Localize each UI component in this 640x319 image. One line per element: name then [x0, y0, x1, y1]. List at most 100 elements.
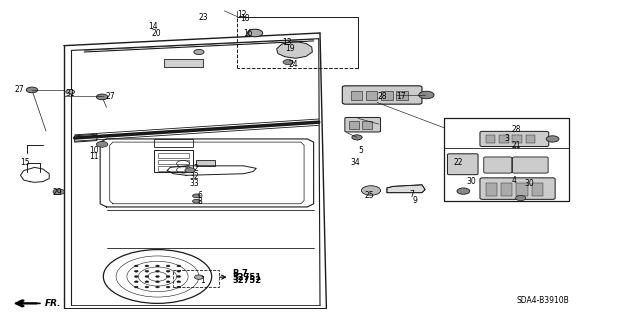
Circle shape [156, 265, 159, 267]
Text: 2: 2 [194, 165, 198, 174]
Bar [154, 150, 193, 172]
Text: B-7: B-7 [232, 270, 248, 278]
Circle shape [457, 188, 470, 194]
Bar [501, 182, 513, 196]
Bar [381, 91, 393, 100]
Bar [486, 135, 495, 143]
Circle shape [145, 286, 148, 288]
Circle shape [166, 270, 170, 272]
Bar [173, 270, 220, 286]
Text: 5: 5 [358, 145, 363, 154]
Polygon shape [276, 42, 312, 58]
Circle shape [546, 136, 559, 142]
Polygon shape [387, 185, 425, 193]
Text: 10: 10 [90, 145, 99, 154]
Text: 25: 25 [365, 191, 374, 200]
Text: 7: 7 [409, 190, 414, 199]
Circle shape [419, 91, 434, 99]
Text: 30: 30 [524, 179, 534, 188]
Bar [362, 121, 372, 130]
Text: 32751: 32751 [232, 273, 261, 282]
Text: 30: 30 [467, 177, 476, 186]
Text: 20: 20 [151, 28, 161, 38]
Bar [157, 153, 189, 158]
Text: FR.: FR. [45, 299, 61, 308]
Text: 8: 8 [198, 197, 202, 206]
Text: 4: 4 [511, 175, 516, 185]
Bar [526, 135, 536, 143]
Text: 23: 23 [199, 13, 209, 22]
Text: 13: 13 [282, 38, 291, 47]
Bar [513, 135, 522, 143]
Circle shape [166, 265, 170, 267]
Circle shape [53, 189, 65, 195]
FancyBboxPatch shape [513, 157, 548, 173]
Circle shape [97, 141, 108, 147]
Bar [157, 166, 189, 171]
Circle shape [156, 276, 159, 278]
Bar [196, 160, 216, 167]
Bar [396, 91, 408, 100]
Text: 24: 24 [288, 60, 298, 69]
Circle shape [134, 281, 138, 283]
FancyBboxPatch shape [480, 178, 555, 199]
Circle shape [97, 94, 108, 100]
Text: 12: 12 [237, 10, 246, 19]
Circle shape [194, 49, 204, 55]
Circle shape [193, 194, 200, 198]
Circle shape [166, 276, 170, 278]
Bar [444, 118, 568, 201]
Text: 1: 1 [200, 276, 205, 285]
Circle shape [362, 186, 381, 195]
Circle shape [352, 135, 362, 140]
Circle shape [166, 286, 170, 288]
Text: 28: 28 [511, 125, 521, 134]
Circle shape [66, 90, 75, 94]
Text: 19: 19 [285, 44, 294, 53]
Text: 32: 32 [189, 172, 199, 182]
Text: 6: 6 [198, 191, 202, 200]
Circle shape [134, 276, 138, 278]
Circle shape [177, 265, 180, 267]
Text: 9: 9 [412, 196, 417, 205]
FancyBboxPatch shape [447, 154, 478, 175]
Circle shape [195, 275, 204, 279]
Circle shape [134, 270, 138, 272]
FancyBboxPatch shape [480, 131, 548, 146]
Bar [532, 182, 543, 196]
Circle shape [177, 286, 180, 288]
Text: 21: 21 [511, 141, 521, 150]
Text: 15: 15 [20, 158, 30, 167]
Text: 34: 34 [350, 158, 360, 167]
Text: 31: 31 [65, 89, 75, 98]
Circle shape [516, 196, 526, 201]
Circle shape [145, 265, 148, 267]
Circle shape [283, 60, 293, 65]
Text: 16: 16 [244, 28, 253, 38]
Circle shape [177, 281, 180, 283]
Circle shape [145, 276, 148, 278]
Text: 17: 17 [396, 92, 406, 101]
Circle shape [156, 270, 159, 272]
Text: 14: 14 [148, 22, 157, 31]
Text: 18: 18 [241, 14, 250, 23]
Bar [164, 59, 204, 67]
Circle shape [247, 29, 262, 37]
Circle shape [193, 199, 200, 203]
Circle shape [177, 270, 180, 272]
Bar [516, 182, 528, 196]
Text: SDA4-B3910B: SDA4-B3910B [516, 296, 570, 305]
Circle shape [156, 281, 159, 283]
Text: 11: 11 [90, 152, 99, 161]
Bar [366, 91, 378, 100]
Circle shape [145, 281, 148, 283]
Circle shape [156, 286, 159, 288]
Bar [499, 135, 509, 143]
Circle shape [26, 87, 38, 93]
Text: 33: 33 [189, 179, 199, 188]
Text: 32752: 32752 [232, 276, 261, 285]
Text: 3: 3 [505, 134, 509, 144]
Circle shape [166, 281, 170, 283]
Text: 22: 22 [454, 158, 463, 167]
Circle shape [134, 265, 138, 267]
